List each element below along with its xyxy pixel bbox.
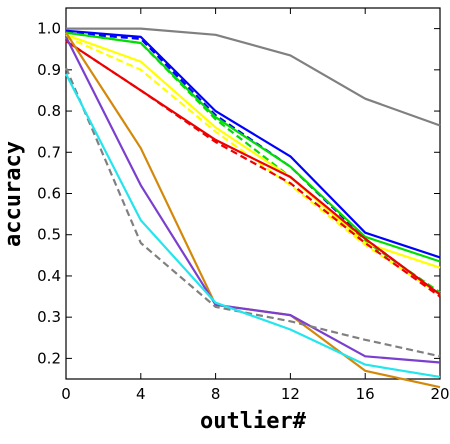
- y-tick-label: 0.5: [37, 226, 61, 244]
- y-tick-label: 0.4: [37, 267, 61, 285]
- y-tick-label: 0.9: [37, 61, 61, 79]
- y-tick-label: 0.3: [37, 308, 61, 326]
- y-axis-title: accuracy: [1, 141, 26, 247]
- x-tick-label: 8: [211, 385, 221, 403]
- x-tick-label: 4: [136, 385, 146, 403]
- y-tick-label: 0.6: [37, 185, 61, 203]
- y-axis-ticks: 0.2 0.3 0.4 0.5 0.6 0.7 0.8 0.9 1.0: [37, 20, 440, 367]
- series-line-12: [64, 67, 441, 358]
- x-axis-ticks: 0 4 8 12 16 20: [61, 8, 450, 403]
- series-line-5: [65, 31, 441, 294]
- y-tick-label: 1.0: [37, 20, 61, 38]
- plot-frame: [65, 7, 441, 380]
- x-tick-label: 12: [281, 385, 300, 403]
- series-layer: [64, 27, 441, 389]
- x-axis-title: outlier#: [200, 409, 307, 434]
- y-tick-label: 0.2: [37, 349, 61, 367]
- series-line-2: [65, 29, 441, 259]
- series-line-9: [65, 40, 441, 298]
- series-line-1: [66, 27, 441, 127]
- y-tick-label: 0.7: [37, 143, 61, 161]
- x-tick-label: 16: [356, 385, 375, 403]
- series-line-4: [65, 31, 441, 263]
- x-tick-label: 0: [61, 385, 71, 403]
- y-tick-label: 0.8: [37, 102, 61, 120]
- series-line-11: [65, 36, 441, 364]
- series-line-8: [65, 40, 441, 296]
- series-line-13: [65, 73, 441, 378]
- x-tick-label: 20: [430, 385, 449, 403]
